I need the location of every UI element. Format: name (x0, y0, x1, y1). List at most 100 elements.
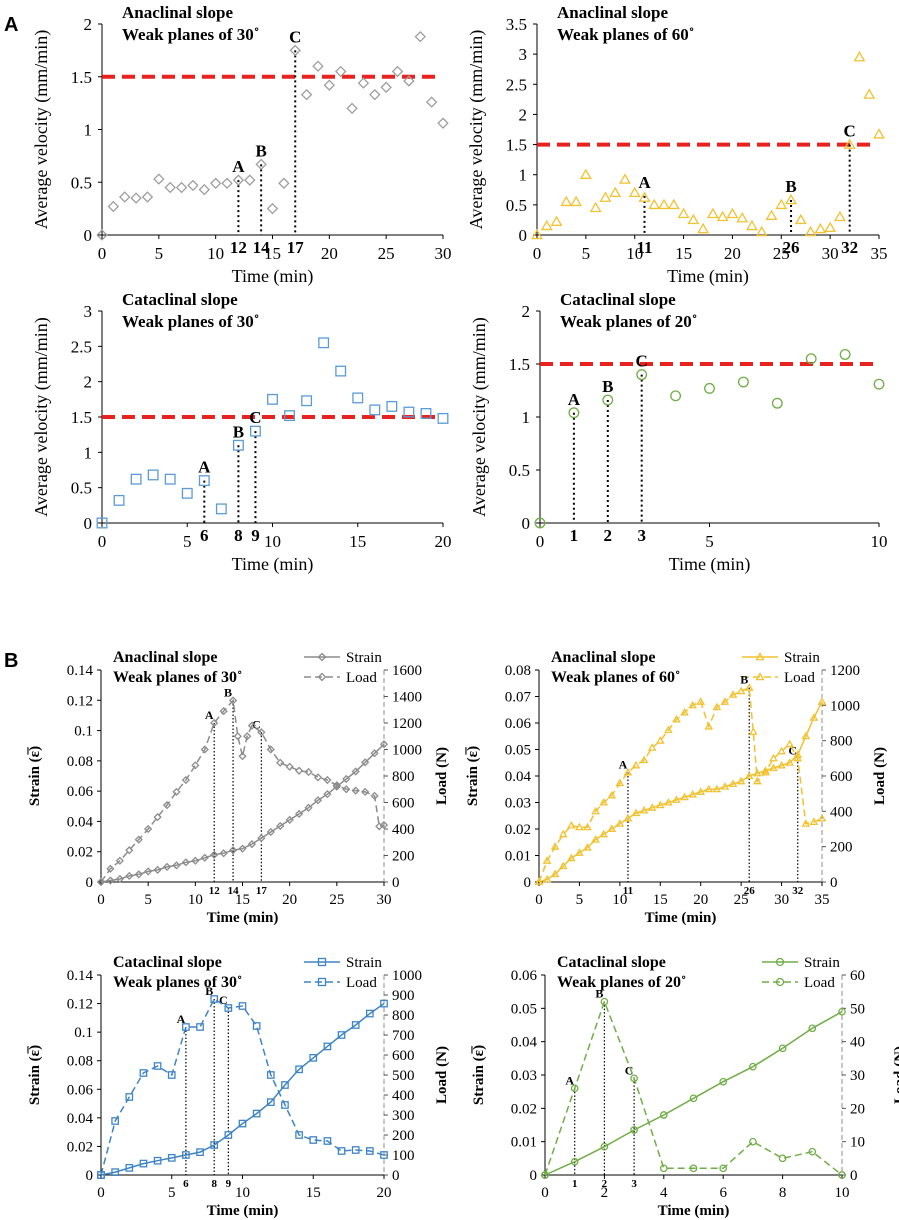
data-point (706, 207, 719, 219)
strain-point (228, 846, 238, 855)
y-axis-label: Average velocity (mm/min) (31, 30, 52, 230)
strain-point (567, 853, 576, 862)
legend-strain-label: Strain (784, 650, 820, 666)
y2-tick-label: 400 (830, 804, 853, 820)
load-series-line (100, 698, 385, 883)
y2-tick-label: 0 (392, 1168, 400, 1184)
legend-strain-label: Strain (346, 955, 382, 971)
data-point (425, 96, 438, 108)
data-point (391, 65, 404, 78)
y2-tick-label: 10 (850, 1135, 865, 1151)
x-tick-label: 20 (435, 532, 452, 551)
data-point (369, 404, 381, 416)
y2-tick-label: 1000 (392, 968, 422, 984)
data-point (755, 225, 768, 237)
load-point (575, 822, 584, 831)
load-point (134, 835, 143, 844)
y2-tick-label: 900 (392, 988, 415, 1004)
strain-point (294, 809, 304, 818)
load-point (200, 745, 209, 754)
strain-point (744, 771, 754, 780)
data-point (540, 219, 553, 231)
reference-tick-B: 2 (602, 1178, 608, 1190)
strain-point (655, 800, 665, 809)
y-axis-label: Strain (ε̅) (471, 1045, 487, 1105)
data-point (346, 102, 358, 115)
data-point (403, 406, 415, 418)
y-tick-label: 0 (530, 1168, 538, 1184)
load-point (623, 767, 633, 776)
data-point (130, 192, 142, 204)
load-point (817, 813, 827, 822)
data-point (187, 179, 199, 192)
y-tick-label: 0.08 (67, 1054, 93, 1070)
strain-point (542, 874, 552, 883)
x-tick-label: 5 (582, 244, 591, 263)
chart-a2: 0 0.5 1 1.5 2 2.5 3 3.5 0 5 10 15 20 25 30 35 Time (min)… (466, 3, 888, 287)
point-label-B: B (595, 987, 603, 1001)
load-point (97, 1171, 105, 1179)
y2-tick-label: 1000 (392, 743, 422, 759)
x-tick-label: 20 (377, 1185, 392, 1201)
load-point (380, 1151, 388, 1159)
load-point (276, 758, 285, 767)
y2-tick-label: 1600 (392, 663, 422, 679)
data-point (221, 177, 233, 190)
data-point (284, 410, 296, 422)
load-point (567, 820, 576, 829)
load-point (228, 696, 238, 705)
data-point (794, 213, 807, 225)
x-tick-label: 15 (235, 892, 250, 908)
load-point (736, 686, 746, 695)
x-axis-label: Time (min) (669, 554, 751, 575)
load-point (570, 1084, 579, 1093)
x-tick-label: 30 (377, 892, 392, 908)
y-tick-label: 0.04 (67, 814, 94, 830)
y-tick-label: 0.14 (67, 663, 94, 679)
data-point (833, 210, 846, 222)
y-tick-label: 2 (519, 105, 528, 124)
data-point (334, 65, 347, 78)
load-point (257, 728, 266, 737)
load-point (224, 1004, 233, 1012)
load-point (769, 753, 778, 762)
y2-tick-label: 200 (830, 840, 853, 856)
data-point (267, 393, 278, 405)
strain-series-line (100, 1002, 385, 1176)
strain-point (144, 867, 153, 876)
load-point (167, 1071, 176, 1079)
data-point (209, 177, 222, 190)
load-point (323, 1137, 332, 1145)
strain-point (257, 833, 266, 843)
strain-point (623, 813, 633, 822)
legend-load-label: Load (804, 975, 835, 991)
x-tick-label: 15 (349, 532, 366, 551)
load-point (809, 817, 819, 825)
y-tick-label: 0.05 (511, 1001, 537, 1017)
data-point (255, 158, 267, 171)
data-point (579, 168, 592, 179)
data-point (873, 378, 885, 390)
load-point (728, 690, 738, 698)
strain-point (689, 1094, 698, 1103)
strain-point (200, 853, 209, 862)
data-point (318, 337, 330, 349)
x-tick-label: 20 (693, 892, 708, 908)
load-point (238, 1002, 247, 1010)
data-point (141, 191, 154, 203)
x-tick-label: 10 (612, 892, 627, 908)
load-point (600, 997, 609, 1006)
strain-point (139, 1159, 148, 1168)
data-point (873, 128, 885, 139)
load-point (793, 753, 803, 762)
load-point (243, 732, 252, 741)
load-point (153, 1062, 162, 1070)
data-point (843, 138, 856, 149)
load-point (591, 806, 600, 815)
data-point (96, 229, 108, 241)
strain-point (252, 1109, 261, 1118)
strain-point (342, 774, 351, 784)
strain-point (778, 1044, 787, 1053)
reference-tick-B: 26 (783, 238, 800, 257)
x-axis-label: Time (min) (232, 554, 314, 575)
